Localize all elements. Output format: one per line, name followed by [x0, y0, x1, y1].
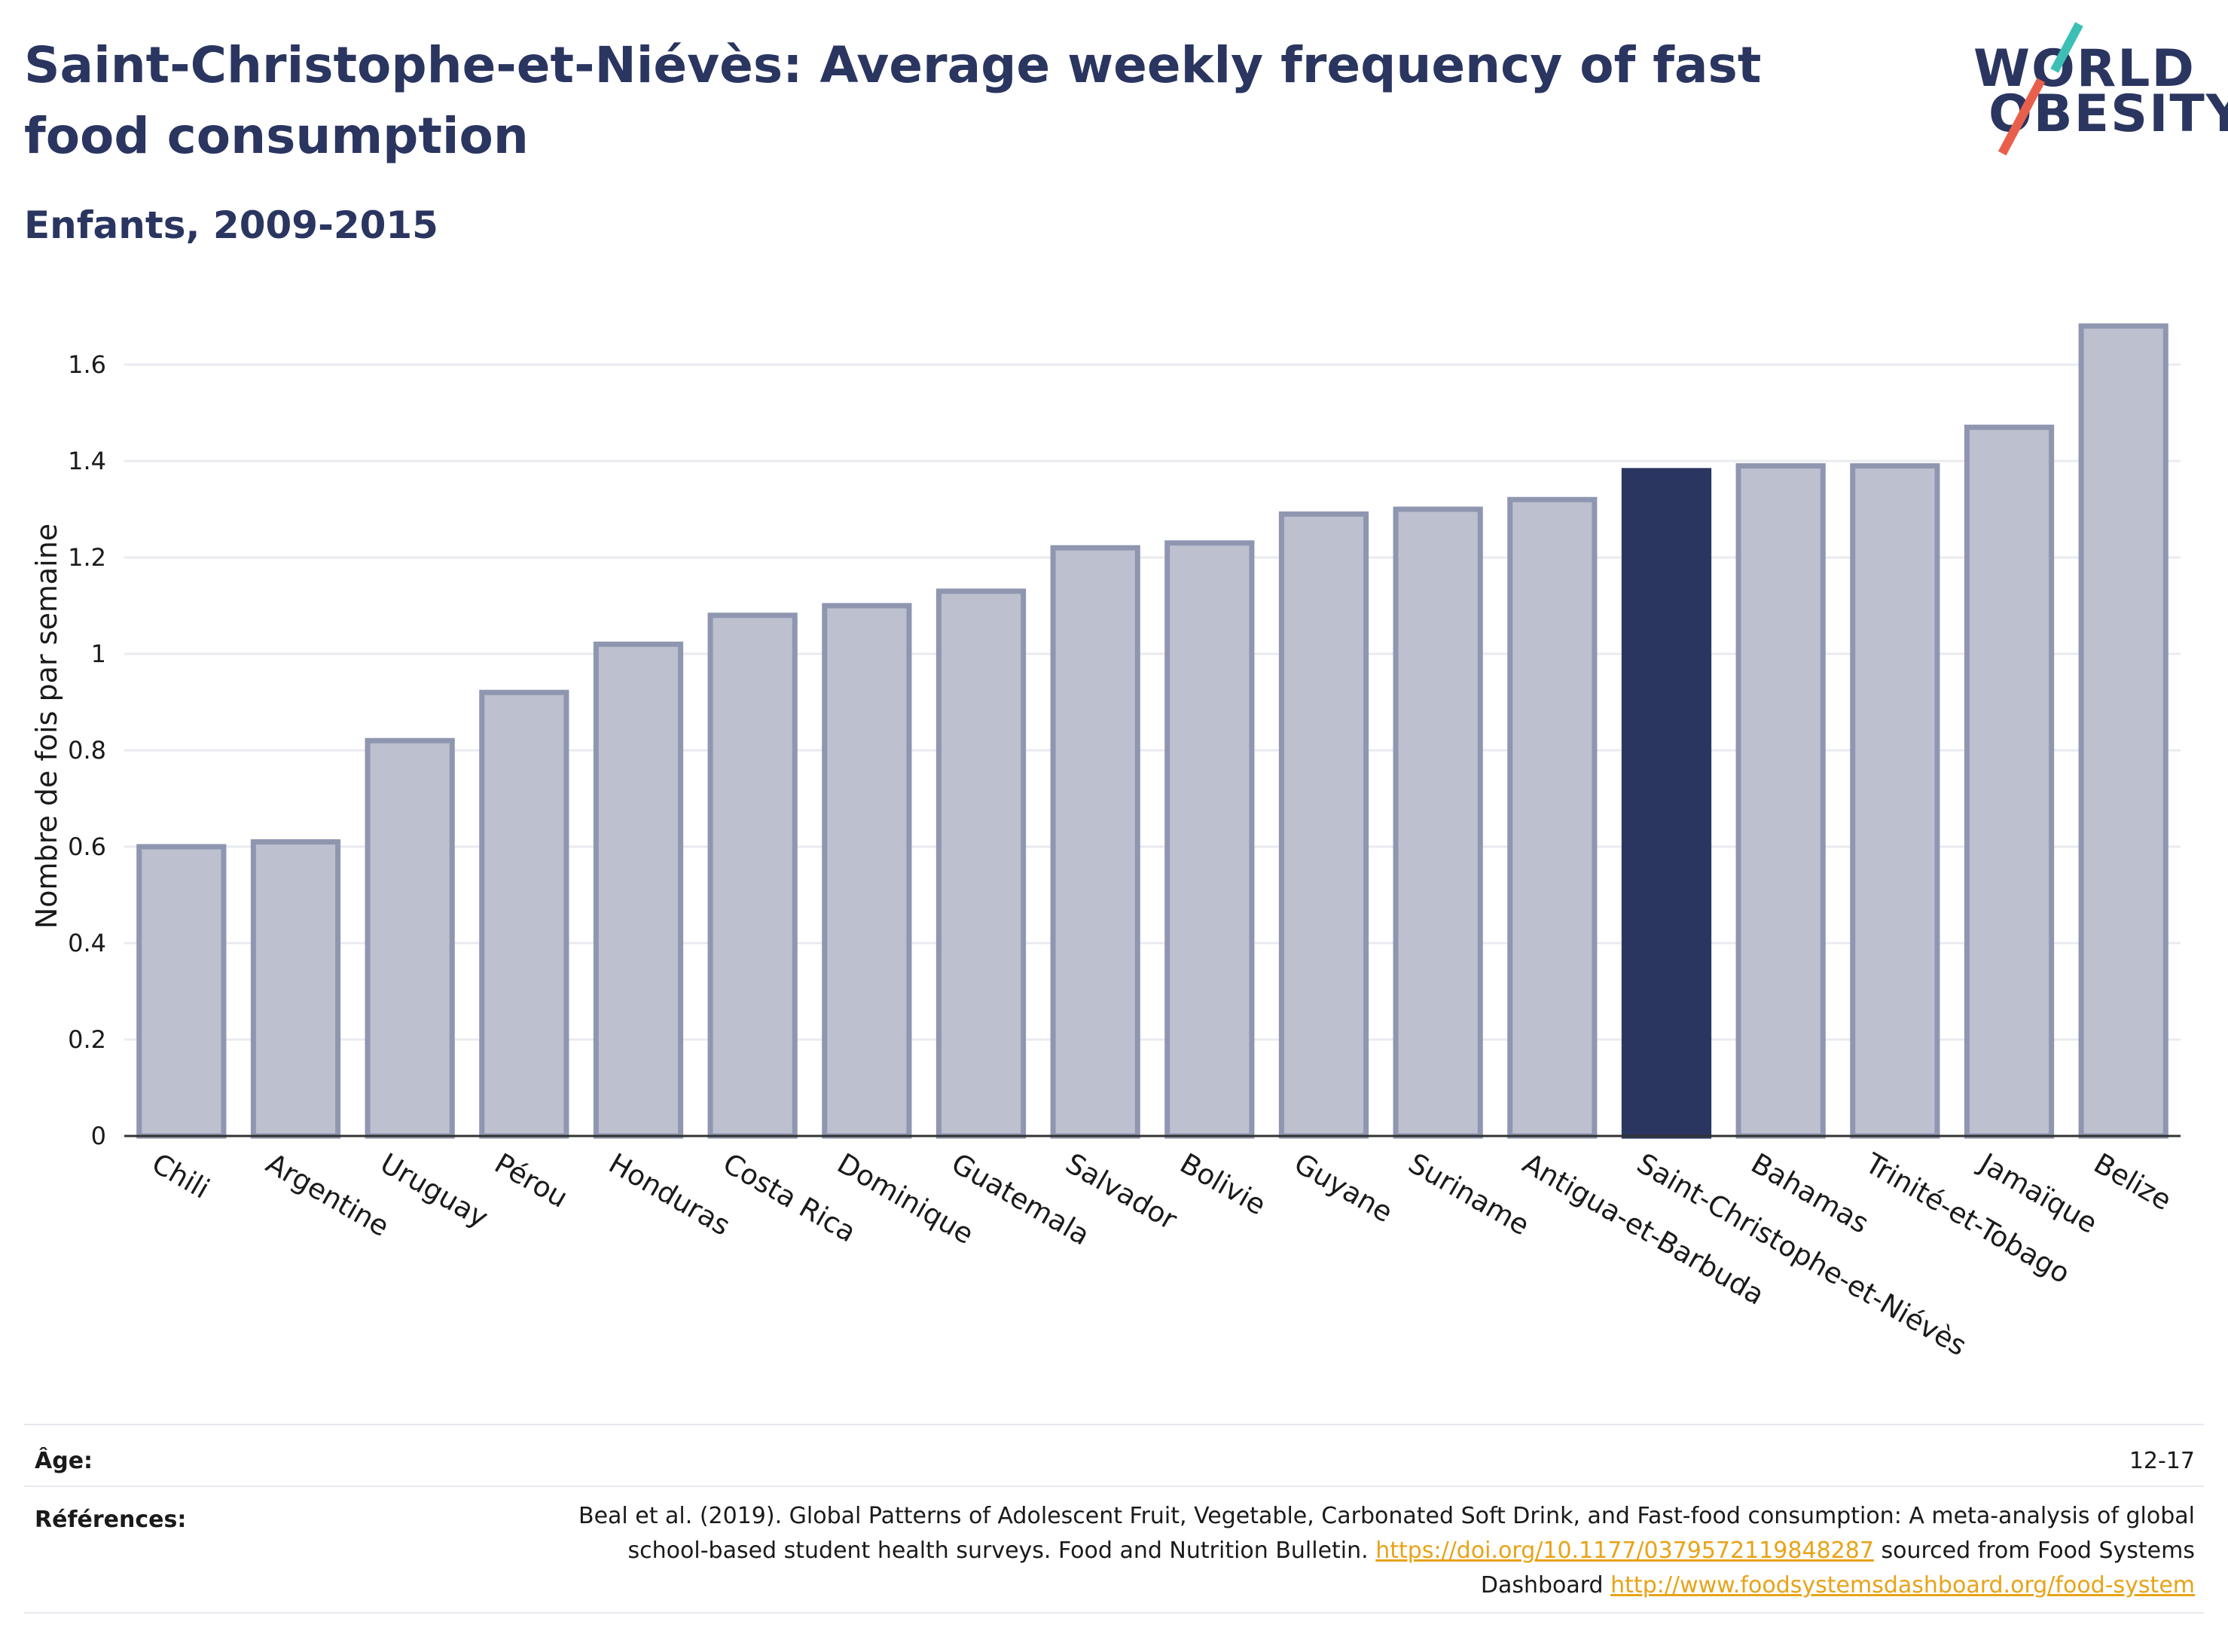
bar	[2078, 323, 2168, 1139]
y-tick-label: 0.6	[68, 832, 106, 861]
reference-source: sourced from Food Systems Dashboard	[1480, 1537, 2195, 1599]
bar	[1050, 545, 1140, 1139]
bar	[136, 844, 227, 1139]
y-tick-label: 1.6	[68, 350, 106, 379]
bar	[1964, 424, 2055, 1139]
bar	[365, 737, 455, 1139]
bar-highlighted	[1621, 468, 1712, 1139]
references-label: Références:	[35, 1507, 187, 1533]
x-tick-label: Belize	[2089, 1147, 2178, 1217]
y-tick-label: 1.4	[68, 447, 106, 475]
reference-citation: Beal et al. (2019). Global Patterns of A…	[578, 1503, 2195, 1564]
x-tick-label: Trinité-et-Tobago	[1859, 1147, 2075, 1290]
y-tick-label: 0.4	[68, 929, 106, 957]
bar	[250, 839, 341, 1139]
y-tick-label: 1	[91, 640, 106, 668]
chart-title: Saint-Christophe-et-Niévès: Average week…	[24, 36, 1762, 165]
bar	[1278, 511, 1369, 1139]
age-label: Âge:	[35, 1448, 93, 1474]
x-tick-label: Pérou	[489, 1147, 573, 1214]
bar	[1850, 463, 1940, 1139]
x-tick-label: Chili	[146, 1147, 215, 1205]
x-tick-label: Guyane	[1289, 1147, 1398, 1229]
x-tick-label: Argentine	[261, 1147, 395, 1244]
y-tick-label: 1.2	[68, 543, 106, 572]
divider	[24, 1424, 2204, 1425]
y-axis-label: Nombre de fois par semaine	[30, 524, 63, 929]
references-text: Beal et al. (2019). Global Patterns of A…	[553, 1499, 2195, 1603]
bar	[935, 588, 1027, 1139]
logo-line-1: WORLD	[1973, 39, 2196, 99]
doi-link[interactable]: https://doi.org/10.1177/0379572119848287	[1375, 1537, 1874, 1564]
x-tick-label: Honduras	[603, 1147, 736, 1242]
bar	[1507, 496, 1598, 1139]
bar	[479, 689, 569, 1139]
dashboard-link[interactable]: http://www.foodsystemsdashboard.org/food…	[1610, 1572, 2195, 1599]
x-tick-label: Uruguay	[375, 1147, 494, 1235]
bar	[707, 612, 798, 1139]
bar-chart: 0 0.2 0.4 0.6 0.8 1 1.2 1.4 1.6 Nombre de fois pa…	[30, 323, 2181, 1362]
y-tick-label: 0	[91, 1122, 106, 1150]
bar	[1164, 540, 1255, 1139]
bar	[822, 603, 912, 1139]
divider	[24, 1612, 2204, 1614]
bar	[1735, 463, 1826, 1139]
x-tick-label: Bolivie	[1174, 1147, 1271, 1222]
bar	[593, 641, 684, 1139]
divider	[24, 1486, 2204, 1487]
chart-subtitle: Enfants, 2009-2015	[24, 203, 438, 247]
y-tick-label: 0.2	[68, 1025, 106, 1054]
age-value: 12-17	[2129, 1448, 2195, 1474]
bar	[1393, 506, 1483, 1139]
y-tick-label: 0.8	[68, 736, 106, 765]
x-tick-label: Suriname	[1403, 1147, 1535, 1242]
